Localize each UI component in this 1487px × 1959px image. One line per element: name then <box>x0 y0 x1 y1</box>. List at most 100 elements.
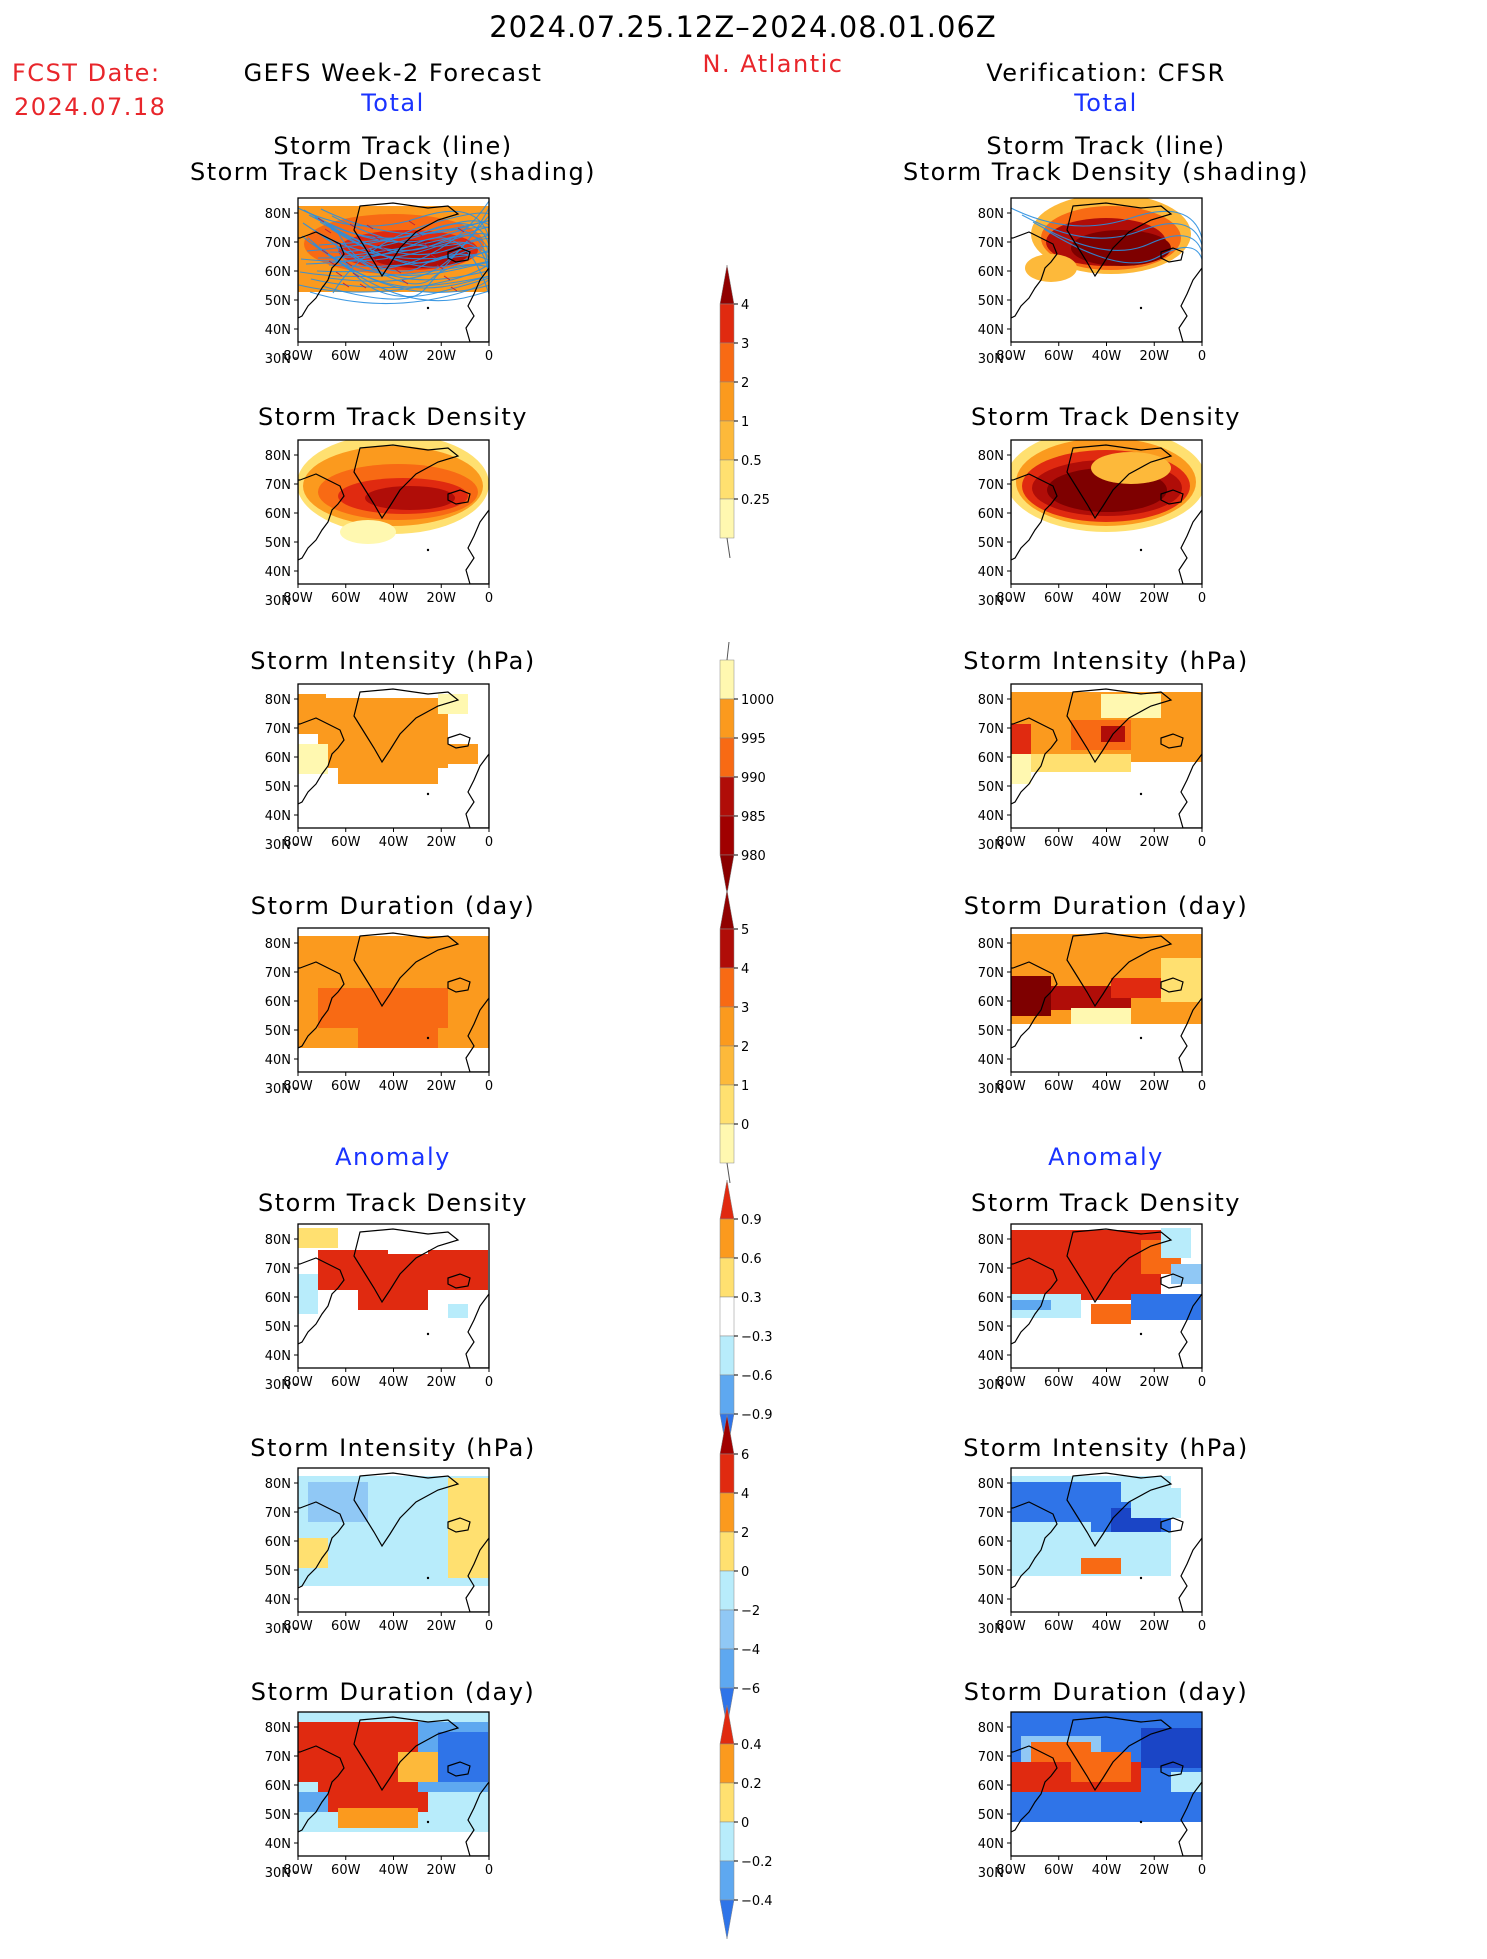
lon-tick-label: 0 <box>1198 1079 1206 1094</box>
colorbar-tick-label: 980 <box>741 849 766 864</box>
colorbar-tick-label: −0.4 <box>741 1894 773 1909</box>
left-anomaly-label: Anomaly <box>335 1143 451 1171</box>
lon-tick-label: 0 <box>1198 1619 1206 1634</box>
lat-tick-label: 50N <box>265 536 291 551</box>
lat-tick-label: 30N <box>265 838 291 853</box>
lat-tick-label: 40N <box>265 323 291 338</box>
lat-tick-label: 30N <box>978 1622 1004 1637</box>
colorbar-tick-label: 0 <box>741 1816 749 1831</box>
lon-tick-label: 60W <box>331 1619 361 1634</box>
lat-tick-label: 80N <box>265 1233 291 1248</box>
lat-tick-label: 30N <box>265 1622 291 1637</box>
intensity-total-colorbar: 1000 995 990 985 980 <box>719 641 774 895</box>
lat-tick-label: 80N <box>265 937 291 952</box>
lon-tick-label: 40W <box>379 835 409 850</box>
lat-tick-label: 80N <box>265 693 291 708</box>
lon-tick-label: 60W <box>331 1079 361 1094</box>
lat-tick-label: 30N <box>978 352 1004 367</box>
left-density-anom-title: Storm Track Density <box>258 1189 528 1217</box>
lon-tick-label: 40W <box>1092 835 1122 850</box>
lat-tick-label: 60N <box>978 1779 1004 1794</box>
lon-tick-label: 80W <box>996 1375 1026 1390</box>
lon-tick-label: 40W <box>379 1863 409 1878</box>
lon-tick-label: 0 <box>485 1863 493 1878</box>
lon-tick-label: 60W <box>1044 1375 1074 1390</box>
lon-tick-label: 60W <box>331 1863 361 1878</box>
lat-tick-label: 60N <box>978 1291 1004 1306</box>
lon-tick-label: 80W <box>283 835 313 850</box>
lon-tick-label: 80W <box>996 1619 1026 1634</box>
colorbar-tick-label: 990 <box>741 771 766 786</box>
lat-tick-label: 60N <box>978 507 1004 522</box>
lon-tick-label: 20W <box>427 1619 457 1634</box>
lat-tick-label: 40N <box>265 809 291 824</box>
lon-tick-label: 20W <box>1140 349 1170 364</box>
lon-tick-label: 20W <box>1140 591 1170 606</box>
lat-tick-label: 40N <box>265 565 291 580</box>
colorbar-tick-label: 5 <box>741 923 749 938</box>
colorbar-tick-label: −0.9 <box>741 1408 773 1423</box>
colorbar-tick-label: 0.9 <box>741 1213 762 1228</box>
colorbar-tick-label: 2 <box>741 376 749 391</box>
lat-tick-label: 50N <box>978 1564 1004 1579</box>
lon-tick-label: 80W <box>283 1079 313 1094</box>
lon-tick-label: 20W <box>1140 835 1170 850</box>
colorbar-tick-label: −0.6 <box>741 1369 773 1384</box>
colorbar-tick-label: 3 <box>741 337 749 352</box>
density-anom-colorbar: 0.9 0.6 0.3 −0.3 −0.6 −0.9 <box>719 1179 773 1454</box>
lon-tick-label: 40W <box>379 349 409 364</box>
lat-tick-label: 70N <box>978 1262 1004 1277</box>
lat-tick-label: 70N <box>265 1262 291 1277</box>
lon-tick-label: 60W <box>1044 1863 1074 1878</box>
lon-tick-label: 0 <box>1198 835 1206 850</box>
lon-tick-label: 40W <box>379 1619 409 1634</box>
density-total-colorbar: 4 3 2 1 0.5 0.25 <box>719 264 770 558</box>
lat-tick-label: 60N <box>265 751 291 766</box>
lon-tick-label: 0 <box>485 1375 493 1390</box>
lat-tick-label: 60N <box>265 507 291 522</box>
lon-tick-label: 20W <box>427 1079 457 1094</box>
lon-tick-label: 20W <box>1140 1375 1170 1390</box>
lat-tick-label: 50N <box>978 780 1004 795</box>
lon-tick-label: 20W <box>427 1375 457 1390</box>
right-density-title: Storm Track Density <box>971 403 1241 431</box>
lat-tick-label: 60N <box>978 995 1004 1010</box>
lon-tick-label: 80W <box>996 1863 1026 1878</box>
right-intensity-anom-title: Storm Intensity (hPa) <box>963 1434 1249 1462</box>
lon-tick-label: 80W <box>996 591 1026 606</box>
right-track-shading-title: Storm Track Density (shading) <box>902 158 1310 186</box>
colorbar-tick-label: 4 <box>741 962 749 977</box>
colorbar-tick-label: 0.25 <box>741 493 770 508</box>
lat-tick-label: 40N <box>978 323 1004 338</box>
lat-tick-label: 50N <box>265 1808 291 1823</box>
colorbar-tick-label: 3 <box>741 1001 749 1016</box>
lat-tick-label: 30N <box>978 1378 1004 1393</box>
lat-tick-label: 40N <box>265 1593 291 1608</box>
lon-tick-label: 0 <box>1198 1863 1206 1878</box>
lon-tick-label: 40W <box>1092 1863 1122 1878</box>
lon-tick-label: 60W <box>1044 835 1074 850</box>
lat-tick-label: 70N <box>265 1506 291 1521</box>
lat-tick-label: 30N <box>265 594 291 609</box>
colorbar-tick-label: 2 <box>741 1526 749 1541</box>
lon-tick-label: 0 <box>485 349 493 364</box>
lon-tick-label: 40W <box>379 1375 409 1390</box>
left-total-label: Total <box>361 89 425 117</box>
lon-tick-label: 20W <box>427 835 457 850</box>
right-duration-anom-title: Storm Duration (day) <box>963 1678 1249 1706</box>
lon-tick-label: 20W <box>427 349 457 364</box>
lon-tick-label: 40W <box>1092 1375 1122 1390</box>
lon-tick-label: 0 <box>1198 1375 1206 1390</box>
colorbar-tick-label: 985 <box>741 810 766 825</box>
lat-tick-label: 70N <box>265 478 291 493</box>
lon-tick-label: 80W <box>996 835 1026 850</box>
lat-tick-label: 30N <box>978 594 1004 609</box>
lat-tick-label: 80N <box>265 1721 291 1736</box>
colorbar-tick-label: 2 <box>741 1040 749 1055</box>
lat-tick-label: 30N <box>978 1866 1004 1881</box>
lat-tick-label: 80N <box>978 1477 1004 1492</box>
colorbar-tick-label: 0 <box>741 1565 749 1580</box>
